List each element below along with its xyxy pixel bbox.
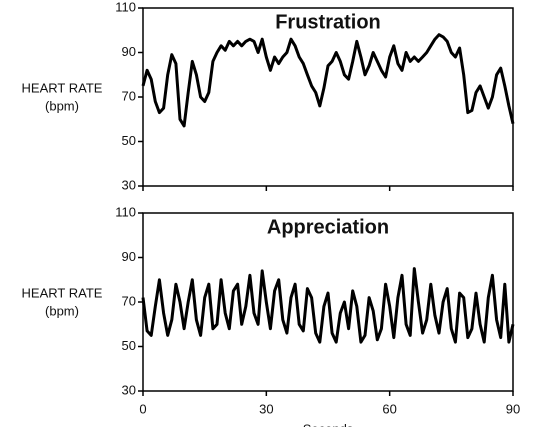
line [141, 267, 515, 344]
x-tick-label: 90 [506, 401, 520, 416]
x-tick-label: 30 [259, 401, 273, 416]
plot-frame [142, 7, 514, 187]
y-tick-label: 50 [122, 338, 136, 353]
line [141, 33, 515, 128]
y-axis-label: (bpm) [45, 98, 79, 113]
y-tick-label: 110 [115, 204, 136, 219]
y-axis-label: (bpm) [45, 303, 79, 318]
y-axis-label: HEART RATE [22, 285, 103, 300]
y-tick-label: 30 [122, 382, 136, 397]
y-tick-label: 70 [122, 88, 136, 103]
y-axis-label: HEART RATE [22, 80, 103, 95]
x-axis-label: Seconds [303, 421, 354, 427]
x-tick-label: 0 [139, 401, 146, 416]
y-tick-label: 110 [115, 0, 136, 14]
y-tick-label: 90 [122, 44, 136, 59]
chart-title: Appreciation [267, 216, 389, 238]
y-tick-label: 50 [122, 133, 136, 148]
y-tick-label: 30 [122, 177, 136, 192]
y-tick-label: 90 [122, 249, 136, 264]
y-tick-label: 70 [122, 293, 136, 308]
x-tick-label: 60 [382, 401, 396, 416]
chart-title: Frustration [275, 11, 381, 33]
